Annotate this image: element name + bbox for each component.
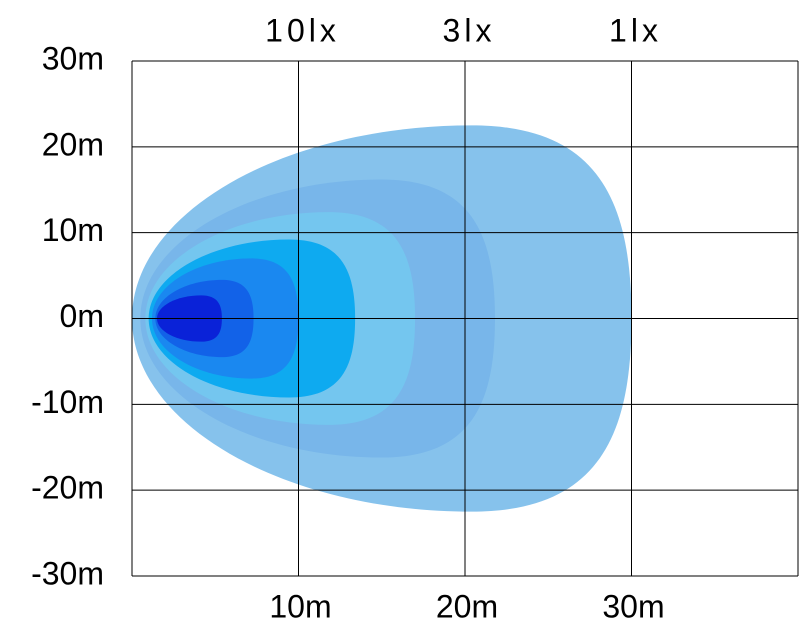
grid — [131, 60, 799, 577]
y-tick-label: 20m — [42, 126, 104, 162]
labels: 10m 20m 30m 30m 20m 10m 0m -10m -20m -30m 10lx 3lx 1… — [31, 12, 665, 624]
annotation: 1lx — [609, 12, 662, 48]
y-tick-label: 10m — [42, 212, 104, 248]
x-tick-label: 30m — [602, 588, 664, 624]
y-tick-label: -20m — [31, 470, 104, 506]
x-tick-label: 10m — [269, 588, 331, 624]
y-tick-label: 0m — [60, 298, 104, 334]
y-tick-label: -30m — [31, 555, 104, 591]
x-tick-label: 20m — [436, 588, 498, 624]
annotation: 10lx — [265, 12, 340, 48]
annotation: 3lx — [443, 12, 496, 48]
y-tick-label: 30m — [42, 40, 104, 76]
y-tick-label: -10m — [31, 384, 104, 420]
